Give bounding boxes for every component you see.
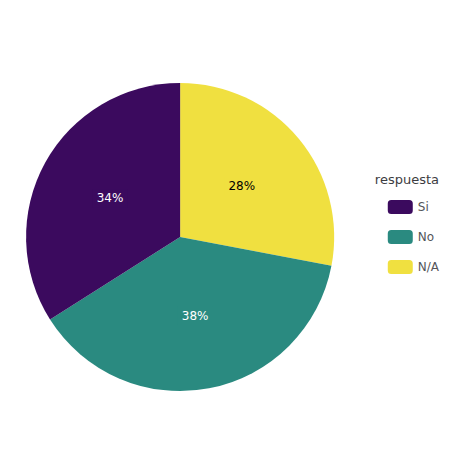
svg-text:34%: 34%	[97, 191, 124, 205]
svg-text:N/A: N/A	[418, 260, 440, 274]
svg-text:28%: 28%	[228, 179, 255, 193]
svg-text:Si: Si	[418, 200, 429, 214]
svg-text:respuesta: respuesta	[375, 172, 439, 187]
svg-text:38%: 38%	[182, 309, 209, 323]
svg-text:No: No	[418, 230, 434, 244]
